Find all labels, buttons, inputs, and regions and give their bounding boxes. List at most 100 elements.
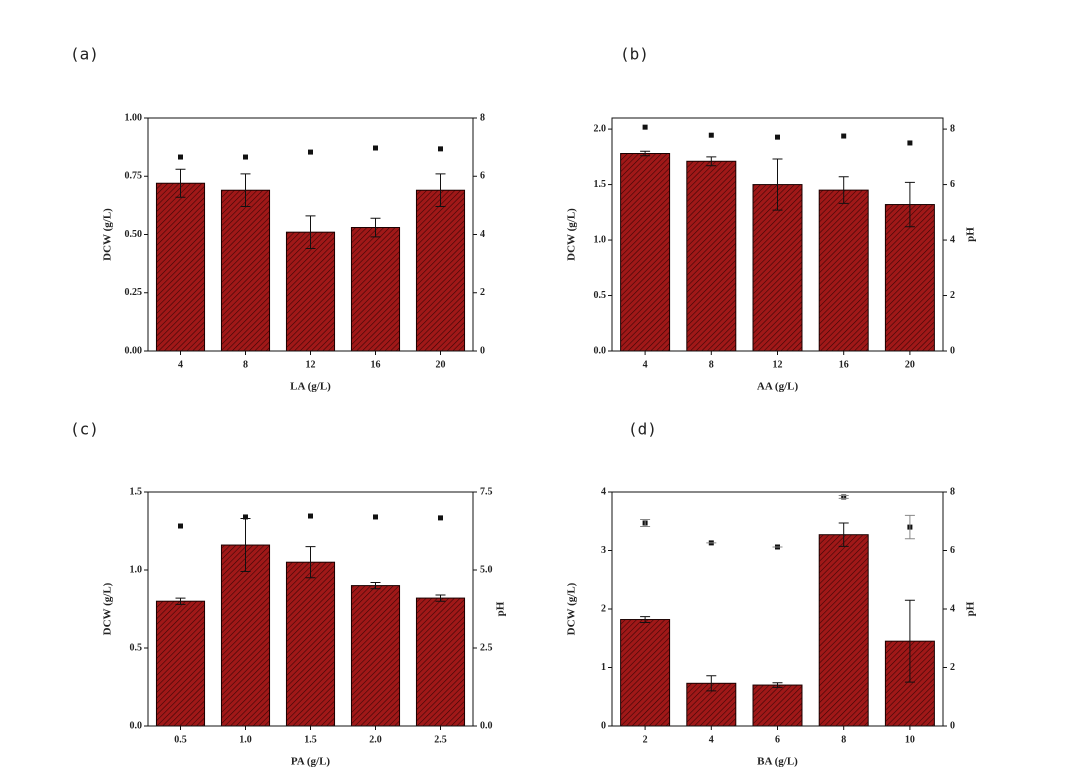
bar xyxy=(285,561,336,727)
y2-tick-label: 0 xyxy=(950,720,955,731)
y-tick-label: 0.5 xyxy=(130,642,143,653)
error-bar xyxy=(904,599,915,683)
error-bar xyxy=(435,173,446,208)
x-tick-label: 4 xyxy=(643,359,648,370)
y2-tick-label: 6 xyxy=(950,545,955,556)
ph-point xyxy=(907,140,913,146)
y-axis-label: DCW (g/L) xyxy=(102,582,114,635)
y-tick-label: 0.5 xyxy=(594,290,607,301)
y2-tick-label: 8 xyxy=(950,123,955,134)
error-bar xyxy=(370,217,381,238)
error-bar xyxy=(904,514,915,540)
x-tick-label: 2.5 xyxy=(434,734,447,745)
x-tick-label: 1.5 xyxy=(304,734,317,745)
x-tick-label: 4 xyxy=(709,734,714,745)
error-bar xyxy=(435,594,446,602)
x-axis-label: BA (g/L) xyxy=(757,756,798,768)
y-tick-label: 3 xyxy=(601,545,606,556)
y-axis-label: DCW (g/L) xyxy=(102,208,114,261)
ph-point xyxy=(438,515,443,521)
bar xyxy=(415,189,466,352)
error-bar xyxy=(838,495,849,499)
y2-tick-label: 0 xyxy=(950,345,955,356)
y2-tick-label: 2 xyxy=(950,662,955,673)
y2-axis-label: pH xyxy=(965,227,977,242)
error-bar xyxy=(706,675,717,692)
y2-tick-label: 8 xyxy=(480,112,485,123)
y-tick-label: 0.0 xyxy=(130,720,143,731)
bar xyxy=(686,160,737,352)
y2-tick-label: 4 xyxy=(480,229,485,240)
y2-tick-label: 5.0 xyxy=(480,564,493,575)
y-tick-label: 0.75 xyxy=(125,171,143,182)
y-tick-label: 1.0 xyxy=(594,234,607,245)
error-bar xyxy=(370,581,381,590)
x-tick-label: 8 xyxy=(243,359,248,370)
error-bar xyxy=(838,522,849,547)
x-tick-label: 6 xyxy=(775,734,780,745)
ph-point xyxy=(308,149,313,155)
y2-tick-label: 7.5 xyxy=(480,486,493,497)
y-tick-label: 0 xyxy=(601,720,606,731)
panel-label: (b) xyxy=(620,45,649,64)
bar xyxy=(884,204,935,352)
y-tick-label: 0.25 xyxy=(125,287,143,298)
bar xyxy=(155,182,206,352)
y2-tick-label: 2 xyxy=(950,290,955,301)
y-tick-label: 1.00 xyxy=(125,112,143,123)
y-axis-label: DCW (g/L) xyxy=(566,582,578,635)
panel-label: (d) xyxy=(628,420,657,439)
x-tick-label: 0.5 xyxy=(174,734,187,745)
bar xyxy=(220,189,271,352)
error-bar xyxy=(904,181,915,228)
ph-point xyxy=(841,133,847,139)
y2-tick-label: 6 xyxy=(480,171,485,182)
y-tick-label: 4 xyxy=(601,486,606,497)
y-tick-label: 1.0 xyxy=(130,564,143,575)
bar xyxy=(620,619,671,727)
error-bar xyxy=(240,173,251,208)
x-tick-label: 2.0 xyxy=(369,734,382,745)
panel-label: (a) xyxy=(70,45,99,64)
ph-point xyxy=(438,146,443,152)
y-tick-label: 0.0 xyxy=(594,345,607,356)
error-bar xyxy=(640,150,651,157)
y2-tick-label: 2 xyxy=(480,287,485,298)
y2-tick-label: 2.5 xyxy=(480,642,493,653)
ph-point xyxy=(642,124,648,130)
bar xyxy=(818,189,869,352)
ph-point xyxy=(373,514,378,520)
y2-tick-label: 4 xyxy=(950,234,955,245)
y2-tick-label: 4 xyxy=(950,603,955,614)
error-bar xyxy=(640,616,651,623)
error-bar xyxy=(772,158,783,211)
y-tick-label: 1.5 xyxy=(130,486,143,497)
y2-tick-label: 0 xyxy=(480,345,485,356)
error-bar xyxy=(175,597,186,605)
x-tick-label: 12 xyxy=(306,359,316,370)
error-bar xyxy=(640,518,651,528)
x-tick-label: 16 xyxy=(839,359,849,370)
y2-axis-label: pH xyxy=(495,601,507,616)
ph-point xyxy=(178,154,183,160)
y2-tick-label: 6 xyxy=(950,179,955,190)
bar xyxy=(220,544,271,727)
x-tick-label: 12 xyxy=(773,359,783,370)
bar xyxy=(285,231,336,352)
bar xyxy=(752,684,803,727)
y2-axis-label: pH xyxy=(965,601,977,616)
ph-point xyxy=(178,523,183,529)
y-tick-label: 1 xyxy=(601,662,606,673)
y-tick-label: 2.0 xyxy=(594,123,607,134)
x-tick-label: 4 xyxy=(178,359,183,370)
y-tick-label: 0.50 xyxy=(125,229,143,240)
error-bar xyxy=(305,546,316,579)
y-axis-label: DCW (g/L) xyxy=(566,208,578,261)
ph-point xyxy=(243,514,248,520)
error-bar xyxy=(305,215,316,249)
x-tick-label: 1.0 xyxy=(239,734,252,745)
x-axis-label: PA (g/L) xyxy=(291,756,331,768)
y2-tick-label: 8 xyxy=(950,486,955,497)
x-tick-label: 20 xyxy=(905,359,915,370)
